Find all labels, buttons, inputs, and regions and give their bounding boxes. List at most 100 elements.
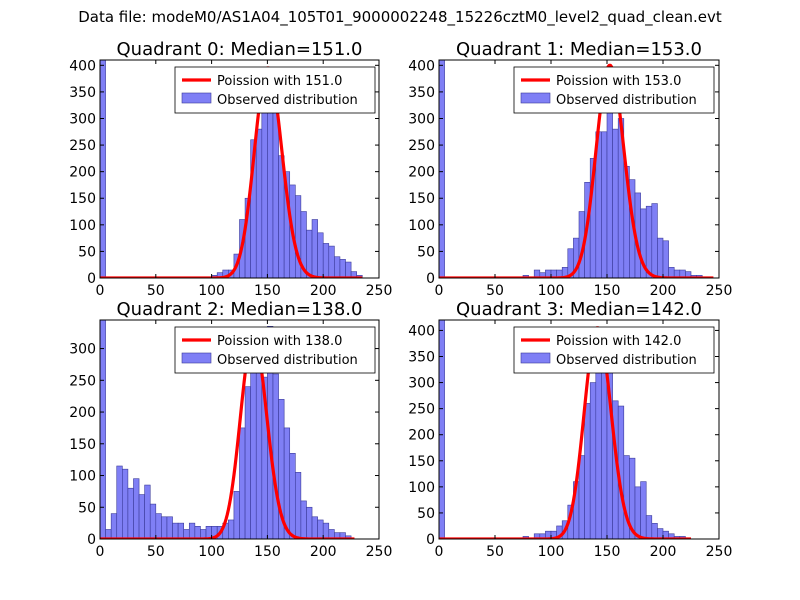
histogram-bar <box>255 128 263 278</box>
histogram-bar <box>322 243 330 278</box>
quadrant-0-title: Quadrant 0: Median=151.0 <box>117 39 363 60</box>
histogram-bar <box>144 484 151 539</box>
y-tick-label: 50 <box>417 506 435 522</box>
y-tick-label: 200 <box>408 165 435 181</box>
x-tick-label: 0 <box>96 544 105 560</box>
legend-bars-label: Observed distribution <box>217 93 358 108</box>
histogram-bar <box>328 245 335 278</box>
histogram-bar <box>155 513 162 539</box>
quadrant-1-title: Quadrant 1: Median=153.0 <box>456 39 702 60</box>
x-tick-label: 200 <box>650 544 677 560</box>
y-tick-label: 400 <box>408 323 435 339</box>
quadrant-2-panel: 0 50 100 150 200 250 0 50 100 150 200 250 300 Quadran… <box>69 299 392 560</box>
x-tick-label: 0 <box>435 544 444 560</box>
y-tick-label: 350 <box>408 85 435 101</box>
y-tick-label: 300 <box>69 111 96 127</box>
histogram-bar <box>188 522 196 539</box>
histogram-bar <box>645 205 653 278</box>
x-tick-label: 50 <box>147 544 165 560</box>
y-tick-label: 400 <box>408 58 435 74</box>
y-tick-label: 0 <box>426 271 435 287</box>
histogram-bar <box>634 486 641 539</box>
histogram-bar <box>300 500 307 539</box>
histogram-bar <box>272 373 279 539</box>
y-tick-label: 250 <box>408 138 435 154</box>
x-tick-label: 200 <box>310 544 337 560</box>
y-tick-label: 0 <box>426 532 435 548</box>
histogram-bar <box>657 237 664 278</box>
quadrant-0-panel: 0 50 100 150 200 250 0 50 100 150 200 250 300 350 400 Q… <box>69 39 392 299</box>
y-tick-label: 0 <box>87 532 96 548</box>
histogram-bar <box>317 519 324 539</box>
histogram-bar <box>161 516 168 539</box>
y-tick-label: 150 <box>408 191 435 207</box>
histogram-bar <box>612 128 619 278</box>
quadrant-2-plot-area <box>100 320 355 539</box>
histogram-bar <box>138 494 145 539</box>
histogram-bar <box>127 487 134 539</box>
histogram-bar <box>651 523 658 539</box>
quadrant-2-axes-frame <box>99 319 380 540</box>
histogram-bar <box>166 516 173 539</box>
histogram-bar <box>311 516 318 539</box>
histogram-bar <box>177 522 184 539</box>
y-tick-label: 100 <box>69 218 96 234</box>
x-tick-label: 150 <box>254 283 281 299</box>
y-tick-label: 350 <box>408 350 435 366</box>
histogram-bar <box>116 465 123 539</box>
histogram-bar <box>439 320 445 539</box>
legend-bars-label: Observed distribution <box>217 353 358 368</box>
histogram-bar <box>589 382 597 539</box>
x-tick-label: 250 <box>366 283 393 299</box>
histogram-bar <box>233 491 240 539</box>
histogram-bar <box>601 131 608 278</box>
x-tick-label: 250 <box>706 283 733 299</box>
histogram-bar <box>584 403 591 539</box>
histogram-bar <box>100 320 106 539</box>
quadrant-3-title: Quadrant 3: Median=142.0 <box>456 299 702 320</box>
y-tick-label: 250 <box>69 138 96 154</box>
y-tick-label: 150 <box>69 191 96 207</box>
quadrant-0-plot-area <box>100 60 363 278</box>
y-tick-label: 200 <box>408 428 435 444</box>
histogram-bar <box>172 522 179 539</box>
legend-bars-swatch <box>181 92 212 104</box>
histogram-bar <box>149 503 157 539</box>
legend-curve-label: Poission with 153.0 <box>556 74 681 89</box>
quadrant-3-legend: Poission with 142.0 Observed distribution <box>513 326 715 374</box>
histogram-bar <box>439 60 445 278</box>
y-tick-label: 200 <box>69 405 96 421</box>
histogram-bar <box>294 472 302 539</box>
x-tick-label: 50 <box>486 544 504 560</box>
histogram-bar <box>345 261 352 278</box>
quadrant-1-panel: 0 50 100 150 200 250 0 50 100 150 200 250 300 350 400 Q… <box>408 39 732 299</box>
histogram-bar <box>122 468 129 539</box>
histogram-bar <box>133 478 140 539</box>
quadrant-3-panel: 0 50 100 150 200 250 0 50 100 150 200 250 300 350 400 Q… <box>408 299 732 560</box>
histogram-bar <box>306 506 313 539</box>
histogram-bar <box>640 481 647 539</box>
histogram-bar <box>100 60 106 278</box>
histogram-bar <box>578 455 585 539</box>
legend-curve-label: Poission with 151.0 <box>217 74 342 89</box>
y-tick-label: 150 <box>69 437 96 453</box>
quadrant-3-axes-frame <box>438 319 720 540</box>
histogram-bar <box>250 367 257 539</box>
histogram-bar <box>289 453 296 539</box>
legend-bars-swatch <box>520 92 551 104</box>
histogram-bar <box>110 513 118 539</box>
y-tick-label: 200 <box>69 165 96 181</box>
histogram-bar <box>339 259 346 278</box>
histogram-bar <box>239 427 246 539</box>
histogram-bar <box>306 229 313 278</box>
y-tick-label: 300 <box>69 342 96 358</box>
x-tick-label: 0 <box>96 283 105 299</box>
histogram-bar <box>255 354 263 539</box>
histogram-bar <box>645 515 653 539</box>
legend-box <box>513 326 715 374</box>
histogram-bar <box>322 522 330 539</box>
x-tick-label: 250 <box>706 544 733 560</box>
y-tick-label: 350 <box>69 85 96 101</box>
y-tick-label: 0 <box>87 271 96 287</box>
